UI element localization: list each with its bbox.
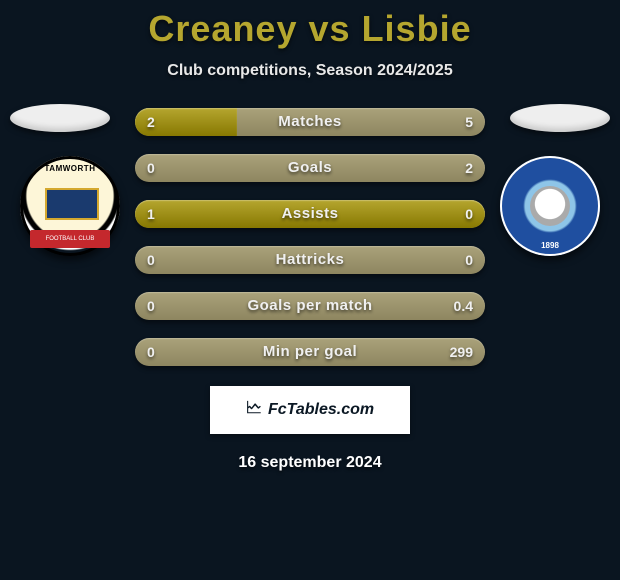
brand-text: FcTables.com (268, 401, 374, 419)
team1-badge: FOOTBALL CLUB (20, 156, 120, 256)
stat-label: Min per goal (135, 338, 485, 366)
subtitle: Club competitions, Season 2024/2025 (0, 62, 620, 80)
stat-row: 2Matches5 (135, 108, 485, 136)
stat-row: 1Assists0 (135, 200, 485, 228)
stat-label: Assists (135, 200, 485, 228)
player1-name: Creaney (148, 8, 297, 49)
team1-ribbon: FOOTBALL CLUB (30, 230, 110, 248)
root: Creaney vs Lisbie Club competitions, Sea… (0, 0, 620, 472)
stat-value-right: 299 (450, 338, 473, 366)
stat-value-right: 0.4 (454, 292, 473, 320)
stat-label: Matches (135, 108, 485, 136)
chart-icon: 🗠 (246, 397, 262, 424)
stat-row: 0Min per goal299 (135, 338, 485, 366)
stat-row: 0Goals per match0.4 (135, 292, 485, 320)
stat-value-right: 0 (465, 200, 473, 228)
page-title: Creaney vs Lisbie (0, 8, 620, 50)
player1-oval (10, 104, 110, 132)
vs-text: vs (309, 8, 351, 49)
stat-value-right: 2 (465, 154, 473, 182)
stat-row: 0Goals2 (135, 154, 485, 182)
stat-label: Hattricks (135, 246, 485, 274)
stat-row: 0Hattricks0 (135, 246, 485, 274)
stat-value-right: 0 (465, 246, 473, 274)
stat-label: Goals (135, 154, 485, 182)
player2-name: Lisbie (362, 8, 472, 49)
stats-area: FOOTBALL CLUB 2Matches50Goals21Assists00… (0, 108, 620, 366)
brand-box[interactable]: 🗠 FcTables.com (210, 386, 410, 434)
stat-label: Goals per match (135, 292, 485, 320)
date-text: 16 september 2024 (0, 454, 620, 472)
stat-bars: 2Matches50Goals21Assists00Hattricks00Goa… (135, 108, 485, 366)
team2-badge (500, 156, 600, 256)
stat-value-right: 5 (465, 108, 473, 136)
player2-oval (510, 104, 610, 132)
